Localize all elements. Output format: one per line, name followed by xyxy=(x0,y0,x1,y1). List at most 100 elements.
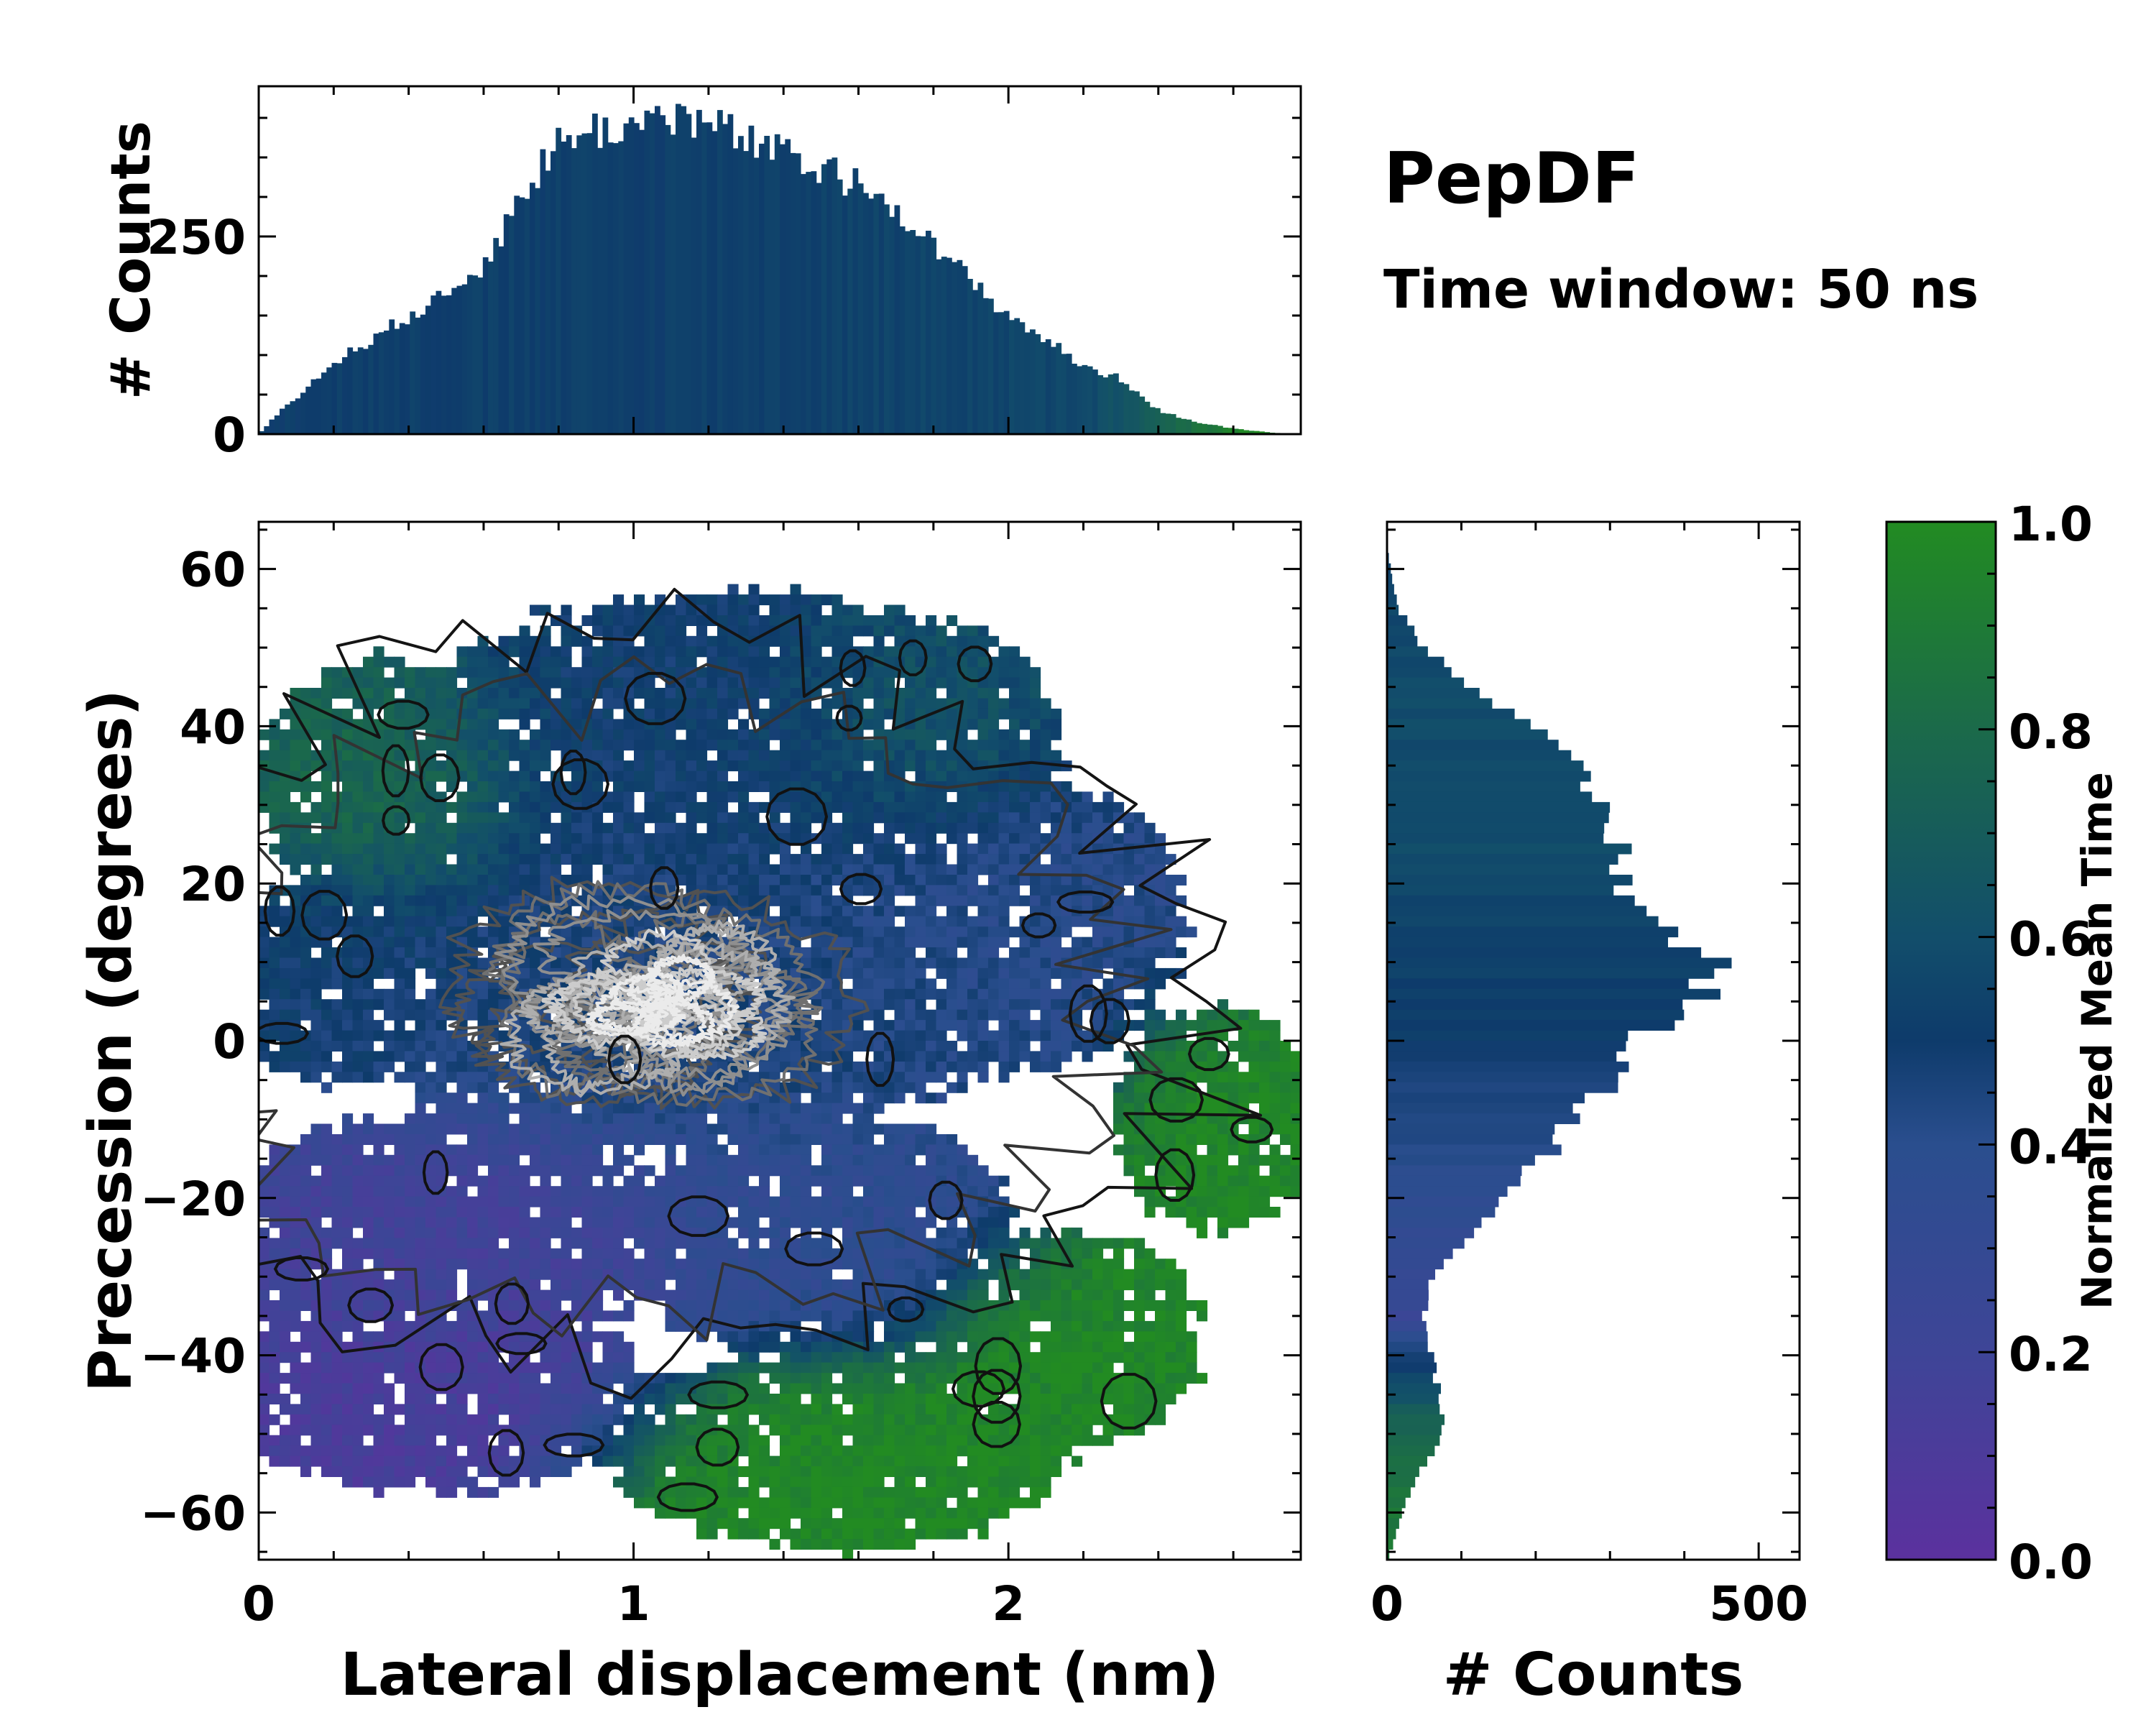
heatmap-cell xyxy=(1040,1020,1051,1031)
heatmap-cell xyxy=(988,677,1000,689)
heatmap-cell xyxy=(1072,967,1083,979)
heatmap-cell xyxy=(331,667,343,678)
heatmap-cell xyxy=(498,760,510,772)
heatmap-cell xyxy=(946,667,958,678)
heatmap-cell xyxy=(394,791,405,803)
heatmap-cell xyxy=(331,688,343,699)
heatmap-cell xyxy=(1259,1175,1271,1187)
histogram-bar xyxy=(706,122,713,434)
heatmap-cell xyxy=(446,1103,458,1114)
heatmap-cell xyxy=(467,1217,479,1228)
figure-subtitle: Time window: 50 ns xyxy=(1383,259,1978,321)
heatmap-cell xyxy=(540,635,551,647)
heatmap-cell xyxy=(811,604,822,616)
heatmap-cell xyxy=(831,594,843,606)
heatmap-cell xyxy=(988,770,1000,782)
heatmap-cell xyxy=(686,770,697,782)
heatmap-cell xyxy=(498,1175,510,1187)
heatmap-cell xyxy=(613,781,625,792)
heatmap-cell xyxy=(550,1207,562,1218)
heatmap-cell xyxy=(477,1207,489,1218)
heatmap-cell xyxy=(790,646,801,658)
heatmap-cell xyxy=(290,760,301,772)
heatmap-cell xyxy=(790,729,801,740)
histogram-bar xyxy=(748,125,755,434)
heatmap-cell xyxy=(821,1175,833,1187)
heatmap-cell xyxy=(831,854,843,865)
heatmap-cell xyxy=(780,688,791,699)
heatmap-cell xyxy=(561,1154,572,1166)
heatmap-cell xyxy=(1082,833,1093,845)
heatmap-cell xyxy=(363,1020,374,1031)
heatmap-cell xyxy=(738,1259,750,1270)
heatmap-cell xyxy=(884,1144,895,1156)
heatmap-cell xyxy=(1134,833,1146,845)
heatmap-cell xyxy=(988,1009,1000,1021)
heatmap-cell xyxy=(998,1207,1010,1218)
heatmap-cell xyxy=(592,1123,604,1135)
heatmap-cell xyxy=(936,1134,947,1145)
heatmap-cell xyxy=(1176,1092,1187,1104)
heatmap-cell xyxy=(602,1238,614,1249)
heatmap-cell xyxy=(384,1196,395,1208)
heatmap-cell xyxy=(394,1041,405,1052)
heatmap-cell xyxy=(811,1103,822,1114)
heatmap-cell xyxy=(1134,957,1146,969)
heatmap-cell xyxy=(477,719,489,730)
heatmap-cell xyxy=(530,1248,541,1259)
heatmap-cell xyxy=(1280,1092,1291,1104)
heatmap-cell xyxy=(759,1144,770,1156)
heatmap-cell xyxy=(676,1165,687,1177)
heatmap-cell xyxy=(686,656,697,668)
heatmap-cell xyxy=(1030,1061,1041,1072)
heatmap-cell xyxy=(1186,1123,1197,1135)
heatmap-cell xyxy=(717,843,729,855)
heatmap-cell xyxy=(1144,999,1156,1011)
heatmap-cell xyxy=(967,864,979,875)
heatmap-cell xyxy=(498,750,510,761)
heatmap-cell xyxy=(977,833,989,845)
heatmap-cell xyxy=(706,1175,718,1187)
heatmap-cell xyxy=(384,937,395,948)
heatmap-cell xyxy=(884,822,895,834)
heatmap-cell xyxy=(530,760,541,772)
heatmap-cell xyxy=(988,906,1000,917)
heatmap-cell xyxy=(1217,1217,1229,1228)
heatmap-cell xyxy=(394,656,405,668)
heatmap-cell xyxy=(321,812,333,824)
heatmap-cell xyxy=(946,1134,958,1145)
heatmap-cell xyxy=(363,1041,374,1052)
heatmap-cell xyxy=(550,801,562,813)
heatmap-cell xyxy=(602,729,614,740)
heatmap-cell xyxy=(905,926,916,938)
heatmap-cell xyxy=(352,1238,364,1249)
heatmap-cell xyxy=(1040,801,1051,813)
heatmap-cell xyxy=(602,1227,614,1238)
heatmap-cell xyxy=(686,791,697,803)
heatmap-cell xyxy=(363,667,374,678)
heatmap-cell xyxy=(780,864,791,875)
heatmap-cell xyxy=(696,688,708,699)
heatmap-cell xyxy=(821,916,833,927)
heatmap-cell xyxy=(342,1227,354,1238)
heatmap-cell xyxy=(1009,854,1021,865)
heatmap-cell xyxy=(696,708,708,719)
heatmap-cell xyxy=(310,1207,322,1218)
heatmap-cell xyxy=(436,1092,447,1104)
heatmap-cell xyxy=(926,843,937,855)
heatmap-cell xyxy=(623,1113,635,1125)
heatmap-cell xyxy=(884,1186,895,1197)
heatmap-cell xyxy=(801,875,812,886)
heatmap-cell xyxy=(571,1186,583,1197)
heatmap-cell xyxy=(644,646,655,658)
heatmap-cell xyxy=(926,978,937,990)
heatmap-cell xyxy=(1207,1082,1218,1093)
heatmap-cell xyxy=(363,1072,374,1083)
heatmap-cell xyxy=(1113,801,1125,813)
heatmap-cell xyxy=(540,1196,551,1208)
heatmap-cell xyxy=(425,947,437,958)
heatmap-cell xyxy=(300,947,312,958)
heatmap-cell xyxy=(602,1134,614,1145)
heatmap-cell xyxy=(790,1196,801,1208)
heatmap-cell xyxy=(321,999,333,1011)
